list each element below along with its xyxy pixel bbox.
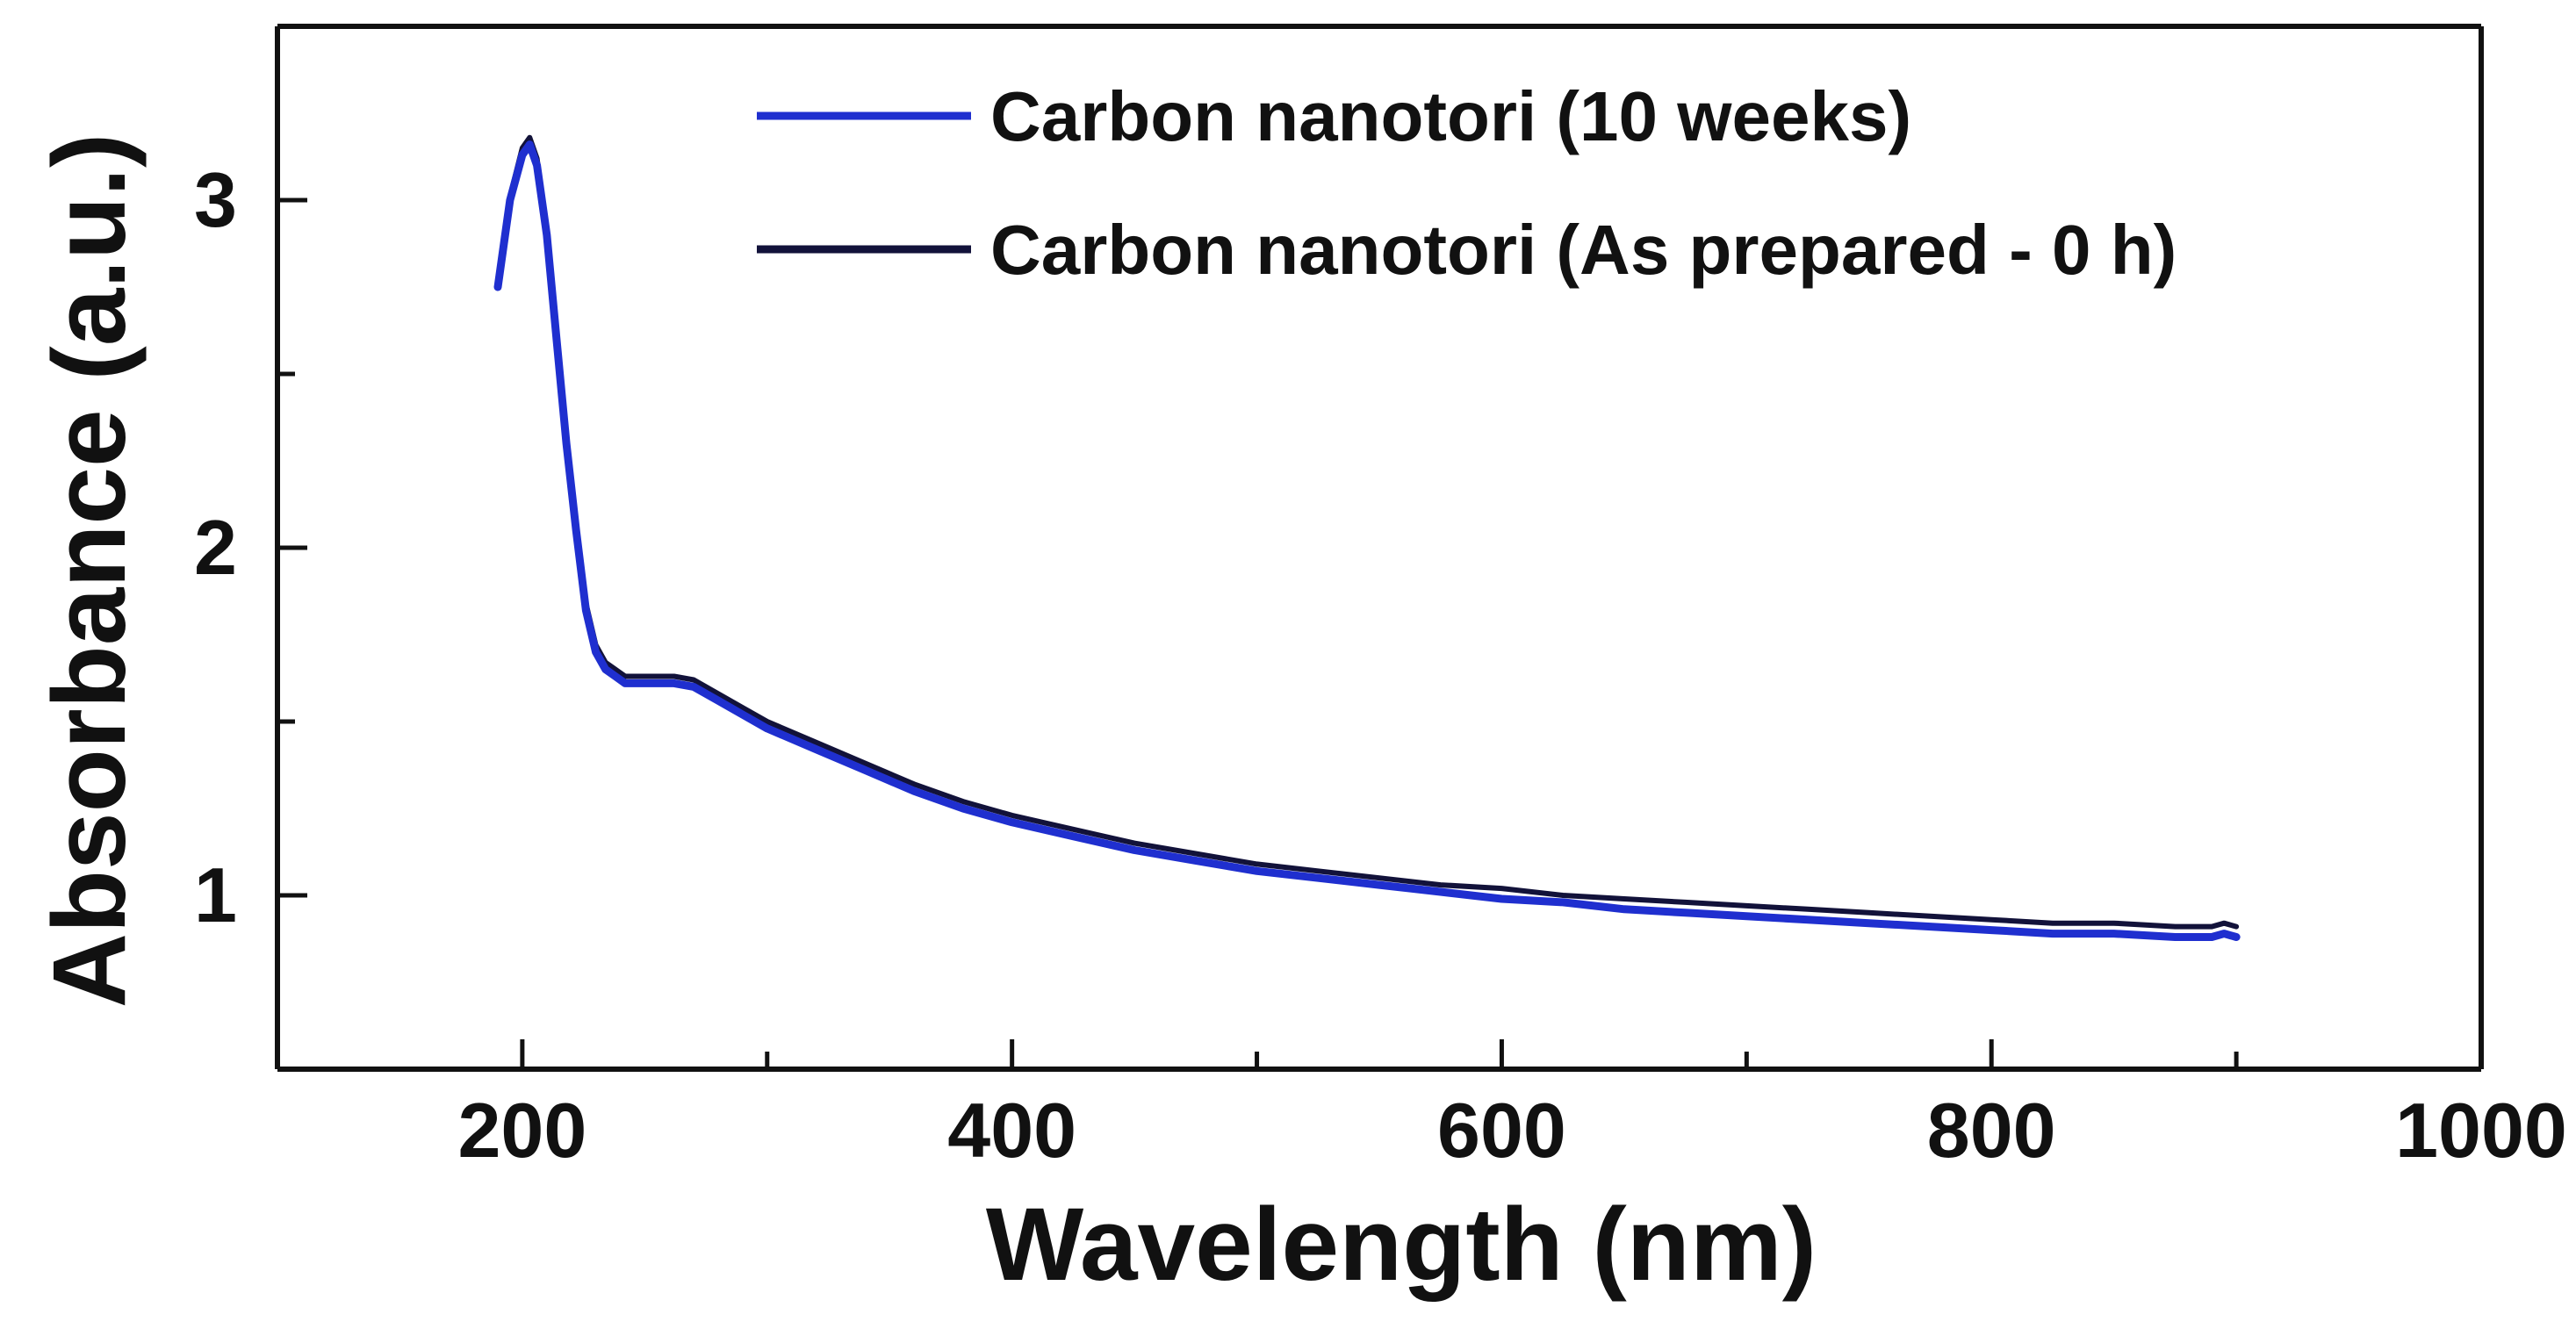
x-tick-label: 200 [457,1087,586,1174]
x-tick-label: 600 [1437,1087,1566,1174]
x-tick-label: 1000 [2395,1087,2567,1174]
x-tick-label: 400 [947,1087,1076,1174]
series-layer [493,134,2241,941]
legend-label-10-weeks: Carbon nanotori (10 weeks) [990,77,1911,155]
series-line-10-weeks [493,140,2241,941]
x-tick-label: 800 [1927,1087,2056,1174]
y-tick-label: 1 [194,851,237,938]
y-tick-label: 3 [194,156,237,243]
y-tick-label: 2 [194,504,237,591]
ticks-layer: 200 400 600 800 1000 1 2 3 [194,156,2567,1174]
y-axis-title: Absorbance (a.u.) [32,133,148,1009]
x-axis-title: Wavelength (nm) [986,1187,1817,1303]
legend-label-as-prepared: Carbon nanotori (As prepared - 0 h) [990,211,2177,289]
legend: Carbon nanotori (10 weeks) Carbon nanoto… [757,77,2177,289]
